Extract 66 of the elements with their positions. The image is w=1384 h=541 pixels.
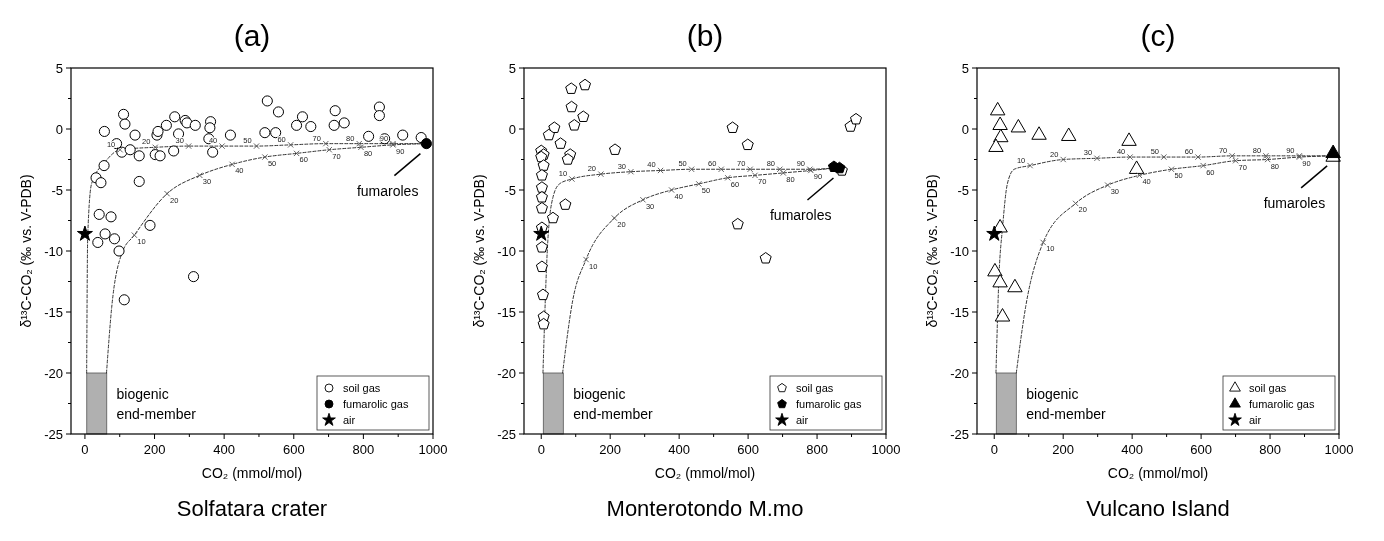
x-axis-title: CO₂ (mmol/mol) xyxy=(1107,465,1209,481)
y-tick-label: -25 xyxy=(950,426,969,442)
y-tick-label: -20 xyxy=(497,365,516,381)
y-axis-title: δ¹³C-CO₂ (‰ vs. V-PDB) xyxy=(18,174,34,328)
legend-label: air xyxy=(1249,413,1262,426)
legend-label: air xyxy=(796,413,809,426)
x-tick-label: 1000 xyxy=(871,442,901,457)
y-tick-label: 5 xyxy=(55,60,63,76)
y-tick-label: -20 xyxy=(950,365,969,381)
legend-label: fumarolic gas xyxy=(796,397,862,410)
annotation: biogenic end-member xyxy=(573,386,654,422)
text: Solfatara crater xyxy=(176,496,328,521)
annotation: biogenic end-member xyxy=(116,386,197,422)
y-tick-label: 0 xyxy=(961,121,969,137)
x-tick-label: 800 xyxy=(1259,442,1281,457)
x-tick-label: 800 xyxy=(352,442,375,457)
x-axis-title: CO₂ (mmol/mol) xyxy=(654,465,756,481)
y-tick-label: -15 xyxy=(950,304,969,320)
x-tick-label: 600 xyxy=(1190,442,1212,457)
y-tick-label: 5 xyxy=(961,60,969,76)
x-tick-label: 1000 xyxy=(1324,442,1354,457)
y-tick-label: -10 xyxy=(497,243,516,259)
y-tick-label: 5 xyxy=(508,60,516,76)
x-tick-label: 400 xyxy=(1121,442,1143,457)
annotation: fumaroles xyxy=(769,207,832,224)
legend-label: air xyxy=(343,413,356,426)
x-tick-label: 0 xyxy=(81,442,89,457)
x-tick-label: 200 xyxy=(1052,442,1075,457)
x-axis-title: CO₂ (mmol/mol) xyxy=(201,465,303,481)
chart-title: (b) xyxy=(686,19,724,52)
y-axis-title: δ¹³C-CO₂ (‰ vs. V-PDB) xyxy=(471,174,487,328)
annotation: fumaroles xyxy=(356,182,419,199)
x-tick-label: 1000 xyxy=(418,442,448,457)
y-tick-label: -5 xyxy=(957,182,969,198)
legend-label: soil gas xyxy=(1249,381,1287,394)
x-tick-label: 0 xyxy=(990,442,998,457)
y-tick-label: 0 xyxy=(508,121,516,137)
y-tick-label: 0 xyxy=(55,121,63,137)
y-tick-label: -15 xyxy=(44,304,63,320)
y-tick-label: -5 xyxy=(504,182,516,198)
chart-title: (a) xyxy=(233,19,271,52)
y-tick-label: -15 xyxy=(497,304,516,320)
legend-label: fumarolic gas xyxy=(1249,397,1315,410)
y-tick-label: -10 xyxy=(44,243,63,259)
y-tick-label: -5 xyxy=(51,182,63,198)
text: Monterotondo M.mo xyxy=(606,496,804,521)
annotation: fumaroles xyxy=(1263,194,1326,211)
y-axis-title: δ¹³C-CO₂ (‰ vs. V-PDB) xyxy=(924,174,940,328)
y-tick-label: -25 xyxy=(497,426,516,442)
x-tick-label: 600 xyxy=(737,442,759,457)
annotation: biogenic end-member xyxy=(1026,386,1107,422)
x-tick-label: 200 xyxy=(143,442,166,457)
legend-label: soil gas xyxy=(343,381,381,394)
y-tick-label: -10 xyxy=(950,243,969,259)
chart-title: (c) xyxy=(1140,19,1176,52)
x-tick-label: 600 xyxy=(282,442,305,457)
x-tick-label: 0 xyxy=(537,442,545,457)
x-tick-label: 800 xyxy=(806,442,828,457)
x-tick-label: 400 xyxy=(213,442,236,457)
text: Vulcano Island xyxy=(1086,496,1230,521)
legend-label: fumarolic gas xyxy=(343,397,409,410)
x-tick-label: 200 xyxy=(599,442,622,457)
legend-label: soil gas xyxy=(796,381,834,394)
x-tick-label: 400 xyxy=(668,442,690,457)
y-tick-label: -25 xyxy=(44,426,63,442)
y-tick-label: -20 xyxy=(44,365,63,381)
